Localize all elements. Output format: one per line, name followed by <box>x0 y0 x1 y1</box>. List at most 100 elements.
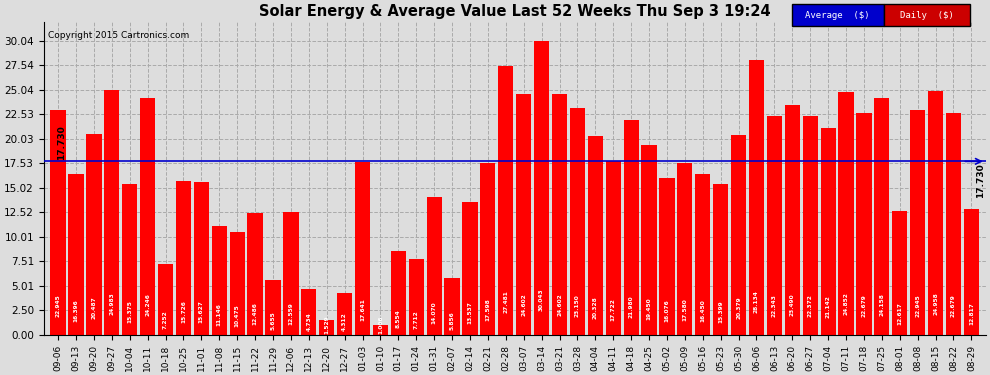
Text: 15.726: 15.726 <box>181 300 186 322</box>
Text: 28.134: 28.134 <box>754 290 759 313</box>
Text: 1.006: 1.006 <box>378 316 383 334</box>
Bar <box>516 94 532 335</box>
Bar <box>50 110 65 335</box>
Bar <box>964 210 979 335</box>
Title: Solar Energy & Average Value Last 52 Weeks Thu Sep 3 19:24: Solar Energy & Average Value Last 52 Wee… <box>259 4 770 19</box>
Text: 17.580: 17.580 <box>682 298 687 321</box>
Text: Copyright 2015 Cartronics.com: Copyright 2015 Cartronics.com <box>49 31 190 40</box>
Bar <box>731 135 746 335</box>
Bar <box>176 181 191 335</box>
Text: 24.602: 24.602 <box>521 293 527 316</box>
Bar <box>874 99 889 335</box>
Text: 10.475: 10.475 <box>235 304 240 327</box>
Text: 12.486: 12.486 <box>252 302 257 325</box>
Bar <box>301 288 317 335</box>
Text: 17.730: 17.730 <box>57 125 66 160</box>
Bar <box>373 325 388 335</box>
Text: 5.655: 5.655 <box>270 312 275 330</box>
Text: 11.146: 11.146 <box>217 303 222 326</box>
Text: 7.712: 7.712 <box>414 310 419 329</box>
Bar <box>140 98 155 335</box>
Bar <box>445 278 459 335</box>
Bar <box>158 264 173 335</box>
Bar <box>624 120 639 335</box>
Text: 23.150: 23.150 <box>575 294 580 317</box>
Bar <box>588 136 603 335</box>
Text: 27.481: 27.481 <box>503 291 508 314</box>
Bar <box>659 177 674 335</box>
Bar <box>427 197 442 335</box>
Text: 16.396: 16.396 <box>73 299 78 322</box>
Bar <box>767 116 782 335</box>
Bar <box>910 110 926 335</box>
Bar <box>319 320 335 335</box>
Bar <box>856 113 871 335</box>
Text: 7.252: 7.252 <box>163 310 168 329</box>
Bar <box>68 174 83 335</box>
Bar <box>839 92 853 335</box>
Text: 22.679: 22.679 <box>951 294 956 317</box>
Text: 1.529: 1.529 <box>324 315 330 334</box>
Bar <box>409 260 424 335</box>
Text: 22.679: 22.679 <box>861 294 866 317</box>
Text: 22.372: 22.372 <box>808 294 813 317</box>
Bar <box>928 91 943 335</box>
Bar <box>498 66 514 335</box>
Bar <box>86 134 102 335</box>
Bar <box>391 251 406 335</box>
Bar <box>248 213 262 335</box>
Text: 4.312: 4.312 <box>343 313 347 332</box>
Text: 17.722: 17.722 <box>611 298 616 321</box>
Text: 12.617: 12.617 <box>897 302 902 325</box>
Bar <box>713 184 729 335</box>
Text: 4.734: 4.734 <box>306 312 311 331</box>
Text: 24.958: 24.958 <box>933 292 939 315</box>
Text: 17.598: 17.598 <box>485 298 490 321</box>
Bar <box>354 162 370 335</box>
Bar <box>534 41 549 335</box>
Bar <box>230 232 245 335</box>
Bar <box>480 163 495 335</box>
Text: 14.070: 14.070 <box>432 301 437 324</box>
Text: 20.379: 20.379 <box>737 296 742 319</box>
Text: 15.399: 15.399 <box>718 300 723 323</box>
Text: 8.554: 8.554 <box>396 309 401 328</box>
Text: 23.490: 23.490 <box>790 294 795 316</box>
Text: 20.487: 20.487 <box>91 296 96 319</box>
Text: 5.856: 5.856 <box>449 312 454 330</box>
Bar <box>803 116 818 335</box>
Bar <box>785 105 800 335</box>
Bar <box>194 182 209 335</box>
Text: 24.602: 24.602 <box>557 293 562 316</box>
Bar <box>677 163 692 335</box>
Bar <box>462 202 477 335</box>
Text: 21.980: 21.980 <box>629 295 634 318</box>
Text: 15.375: 15.375 <box>128 300 133 323</box>
Bar <box>265 279 280 335</box>
Text: 15.627: 15.627 <box>199 300 204 322</box>
Bar <box>642 144 656 335</box>
Text: 24.852: 24.852 <box>843 292 848 315</box>
Text: 22.945: 22.945 <box>55 294 60 317</box>
Text: Average  ($): Average ($) <box>805 10 870 20</box>
Bar <box>695 174 711 335</box>
Bar <box>551 94 567 335</box>
Text: 30.043: 30.043 <box>540 289 545 311</box>
Text: 24.158: 24.158 <box>879 293 884 316</box>
Text: 17.641: 17.641 <box>360 298 365 321</box>
Bar <box>122 184 138 335</box>
Text: 19.450: 19.450 <box>646 297 651 320</box>
Bar <box>892 211 908 335</box>
Text: 16.076: 16.076 <box>664 300 669 322</box>
Bar <box>606 162 621 335</box>
Text: 22.343: 22.343 <box>772 294 777 317</box>
Bar <box>570 108 585 335</box>
Text: 20.328: 20.328 <box>593 296 598 319</box>
Bar <box>212 226 227 335</box>
Bar <box>337 292 352 335</box>
Bar <box>945 113 961 335</box>
Bar <box>821 128 836 335</box>
Text: 16.450: 16.450 <box>700 299 705 322</box>
Text: 24.983: 24.983 <box>109 292 114 315</box>
Text: 12.559: 12.559 <box>288 302 293 325</box>
